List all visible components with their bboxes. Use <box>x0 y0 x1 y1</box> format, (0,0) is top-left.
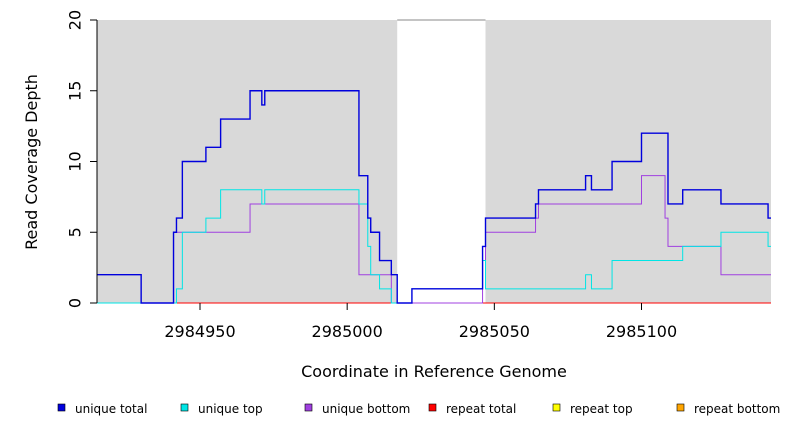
y-axis-title: Read Coverage Depth <box>22 74 41 250</box>
legend-label-unique-total: unique total <box>75 402 147 416</box>
y-tick-label: 15 <box>66 81 85 101</box>
legend-label-repeat-bottom: repeat bottom <box>694 402 780 416</box>
unmapped-region <box>397 20 486 303</box>
legend-swatch-unique-top <box>180 403 189 412</box>
x-tick-label: 2985100 <box>606 322 677 341</box>
legend: unique total unique top unique bottom repea… <box>57 402 780 416</box>
legend-label-unique-top: unique top <box>198 402 263 416</box>
x-axis-ticks: 2984950 2985000 2985050 2985100 <box>164 303 677 341</box>
y-axis-ticks: 0 5 10 15 20 <box>66 10 97 308</box>
x-axis-title: Coordinate in Reference Genome <box>301 362 567 381</box>
legend-label-repeat-total: repeat total <box>446 402 516 416</box>
y-tick-label: 20 <box>66 10 85 30</box>
legend-swatch-unique-bottom <box>304 403 313 412</box>
legend-swatch-unique-total <box>57 403 66 412</box>
y-tick-label: 5 <box>66 227 85 237</box>
legend-swatch-repeat-top <box>552 403 561 412</box>
x-tick-label: 2985050 <box>459 322 530 341</box>
legend-label-repeat-top: repeat top <box>570 402 633 416</box>
legend-swatch-repeat-total <box>428 403 437 412</box>
series-layer <box>97 19 771 304</box>
series-line-unique-top <box>97 189 771 304</box>
legend-label-unique-bottom: unique bottom <box>322 402 410 416</box>
y-tick-label: 0 <box>66 298 85 308</box>
y-tick-label: 10 <box>66 151 85 171</box>
x-tick-label: 2984950 <box>164 322 235 341</box>
series-line-unique-total <box>97 90 771 304</box>
x-tick-label: 2985000 <box>312 322 383 341</box>
legend-swatch-repeat-bottom <box>676 403 685 412</box>
